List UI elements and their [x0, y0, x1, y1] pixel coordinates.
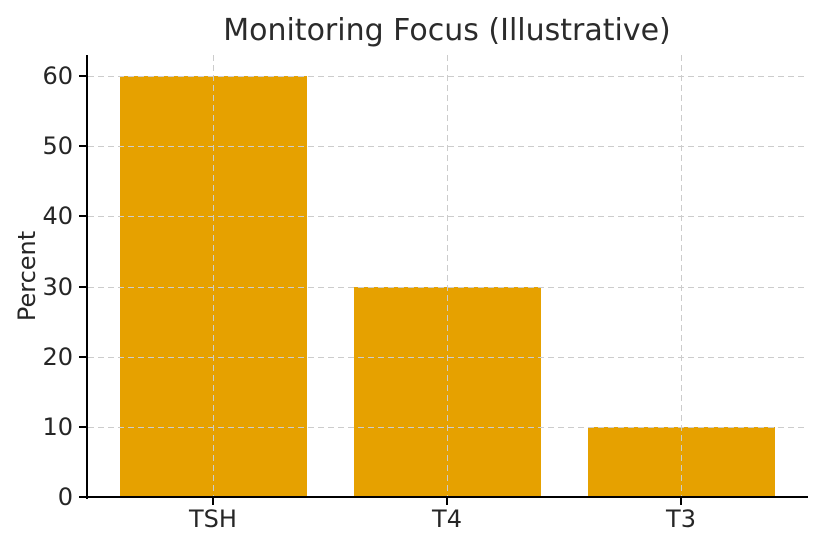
y-tick-mark	[79, 285, 86, 288]
x-tick-mark	[680, 498, 682, 505]
y-tick-label: 50	[42, 132, 73, 161]
x-tick-label: T4	[432, 505, 462, 533]
y-tick-label: 40	[42, 202, 73, 231]
y-tick-mark	[79, 425, 86, 428]
plot-area	[88, 55, 806, 497]
gridline-v	[213, 55, 214, 497]
y-tick-mark	[79, 75, 86, 78]
y-tick-label: 30	[42, 272, 73, 301]
y-tick-mark	[79, 215, 86, 218]
y-tick-mark	[79, 496, 86, 498]
x-tick-mark	[446, 498, 448, 505]
gridline-v	[447, 55, 448, 497]
chart-title: Monitoring Focus (Illustrative)	[223, 13, 671, 48]
x-axis-spine	[86, 496, 808, 498]
y-tick-label: 20	[42, 342, 73, 371]
y-tick-label: 60	[42, 62, 73, 91]
y-tick-mark	[79, 355, 86, 358]
gridline-v	[681, 55, 682, 497]
y-axis-spine	[86, 55, 88, 499]
y-tick-label: 10	[42, 412, 73, 441]
y-tick-label: 0	[57, 483, 73, 511]
y-tick-mark	[79, 145, 86, 148]
x-tick-label: T3	[666, 505, 696, 533]
x-tick-label: TSH	[189, 505, 237, 533]
x-tick-mark	[212, 498, 214, 505]
